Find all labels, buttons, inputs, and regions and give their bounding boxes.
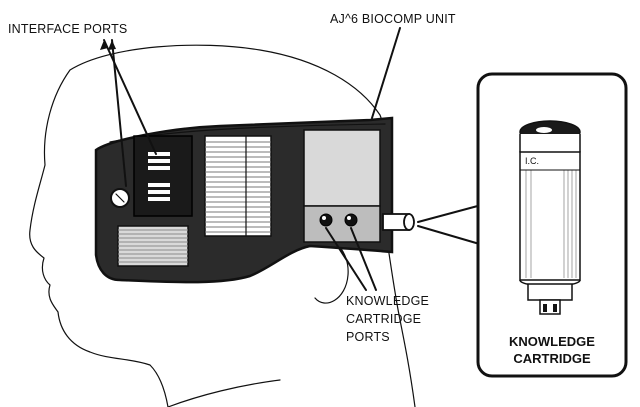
cartridge-port-2 [344,213,358,227]
knowledge-cartridge-illustration [519,120,581,315]
ports-label-line2: CARTRIDGE [346,312,421,326]
interface-port-panel [133,135,193,217]
unit-leader [371,27,401,119]
interface-port-upper [148,152,170,170]
inset-label-line2: CARTRIDGE [513,351,591,366]
interface-ports-leader-1 [103,39,157,155]
interface-ports-leader-2 [111,39,127,187]
right-display-panel [303,129,381,243]
ports-leader-2 [350,227,377,291]
unit-label: AJ^6 BIOCOMP UNIT [330,12,456,26]
cartridge-marking: I.C. [525,156,539,166]
ports-leader-1 [325,227,367,291]
ports-label-line1: KNOWLEDGE [346,294,429,308]
cartridge-port-1 [319,213,333,227]
jaw-outline [167,379,281,407]
interface-ports-label: INTERFACE PORTS [8,22,127,36]
ports-label-line3: PORTS [346,330,390,344]
interface-port-lower [148,183,170,201]
inset-label-line1: KNOWLEDGE [509,334,595,349]
center-display-panel [204,135,272,237]
side-connector [382,213,415,231]
lower-hatch-panel [117,225,189,267]
